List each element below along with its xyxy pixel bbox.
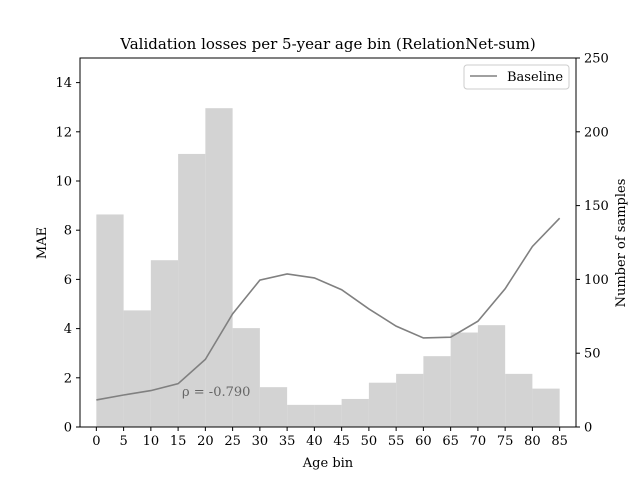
x-tick-label: 45 [333, 434, 350, 449]
x-tick-label: 30 [252, 434, 269, 449]
left-y-axis-label: MAE [35, 227, 50, 259]
sample-count-bar [368, 382, 397, 427]
x-tick-label: 65 [442, 434, 459, 449]
x-tick-label: 75 [497, 434, 514, 449]
sample-count-bar [259, 387, 288, 427]
sample-count-bar [150, 260, 179, 427]
sample-count-bar [532, 388, 560, 427]
left-y-tick-label: 8 [64, 224, 72, 239]
sample-count-bar [123, 310, 151, 427]
legend-box [463, 64, 570, 90]
right-y-tick-label: 50 [584, 347, 601, 362]
right-y-tick-label: 200 [584, 125, 609, 140]
sample-count-bars [96, 108, 560, 428]
sample-count-bar [314, 404, 342, 427]
x-tick-label: 25 [224, 434, 241, 449]
sample-count-bar [505, 373, 533, 427]
right-y-axis: 0 50 100 150 200 250 [576, 52, 609, 436]
x-tick-label: 55 [388, 434, 405, 449]
x-tick-label: 50 [361, 434, 378, 449]
left-y-tick-label: 10 [55, 175, 72, 190]
x-tick-label: 70 [470, 434, 487, 449]
correlation-annotation: ρ = -0.790 [182, 385, 250, 400]
plot-frame [79, 57, 577, 428]
sample-count-bar [396, 373, 424, 427]
right-y-tick-label: 250 [584, 52, 609, 67]
left-y-tick-label: 0 [64, 421, 72, 436]
sample-count-bar [477, 325, 506, 427]
sample-count-bar [287, 404, 315, 427]
x-tick-label: 35 [279, 434, 296, 449]
right-y-axis-label: Number of samples [614, 179, 629, 308]
sample-count-bar [96, 214, 124, 427]
sample-count-bar [232, 328, 260, 427]
x-tick-label: 85 [551, 434, 568, 449]
left-y-tick-label: 2 [64, 371, 72, 386]
x-tick-label: 20 [197, 434, 214, 449]
baseline-series [96, 217, 561, 401]
sample-count-bar [341, 398, 369, 427]
left-y-tick-label: 14 [55, 76, 72, 91]
chart-title: Validation losses per 5-year age bin (Re… [119, 35, 535, 53]
x-tick-label: 80 [524, 434, 541, 449]
x-tick-label: 15 [170, 434, 187, 449]
left-y-tick-label: 4 [64, 322, 72, 337]
x-tick-label: 10 [143, 434, 160, 449]
left-y-tick-label: 12 [55, 125, 72, 140]
left-y-tick-label: 6 [64, 273, 72, 288]
x-tick-label: 0 [92, 434, 100, 449]
x-tick-label: 5 [119, 434, 127, 449]
baseline-line [96, 217, 561, 401]
legend: Baseline [463, 64, 570, 90]
sample-count-bar [178, 153, 206, 427]
x-tick-label: 40 [306, 434, 323, 449]
x-tick-label: 60 [415, 434, 432, 449]
legend-label-baseline: Baseline [507, 70, 563, 85]
right-y-tick-label: 100 [584, 273, 609, 288]
sample-count-bar [205, 108, 233, 428]
x-axis: 0 5 10 15 20 25 30 35 40 45 50 55 60 65 70 75 80 85 [92, 427, 568, 449]
right-y-tick-label: 150 [584, 199, 609, 214]
sample-count-bar [450, 332, 478, 427]
right-y-tick-label: 0 [584, 421, 592, 436]
sample-count-bar [423, 356, 451, 427]
left-y-axis: 0 2 4 6 8 10 12 14 [55, 76, 80, 436]
x-axis-label: Age bin [302, 456, 354, 471]
